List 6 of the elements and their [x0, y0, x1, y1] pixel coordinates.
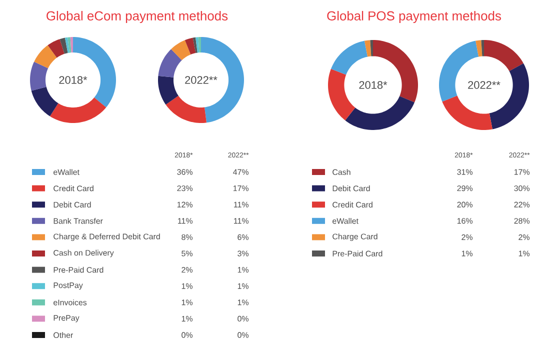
chart-title: Global POS payment methods [327, 10, 501, 24]
chart-title: Global eCom payment methods [46, 10, 228, 24]
slice-label: 2018* [59, 76, 88, 84]
slice-label: 2018* [359, 81, 388, 89]
slice-label: 2022** [468, 81, 500, 89]
slice-label: 2022** [185, 76, 218, 84]
